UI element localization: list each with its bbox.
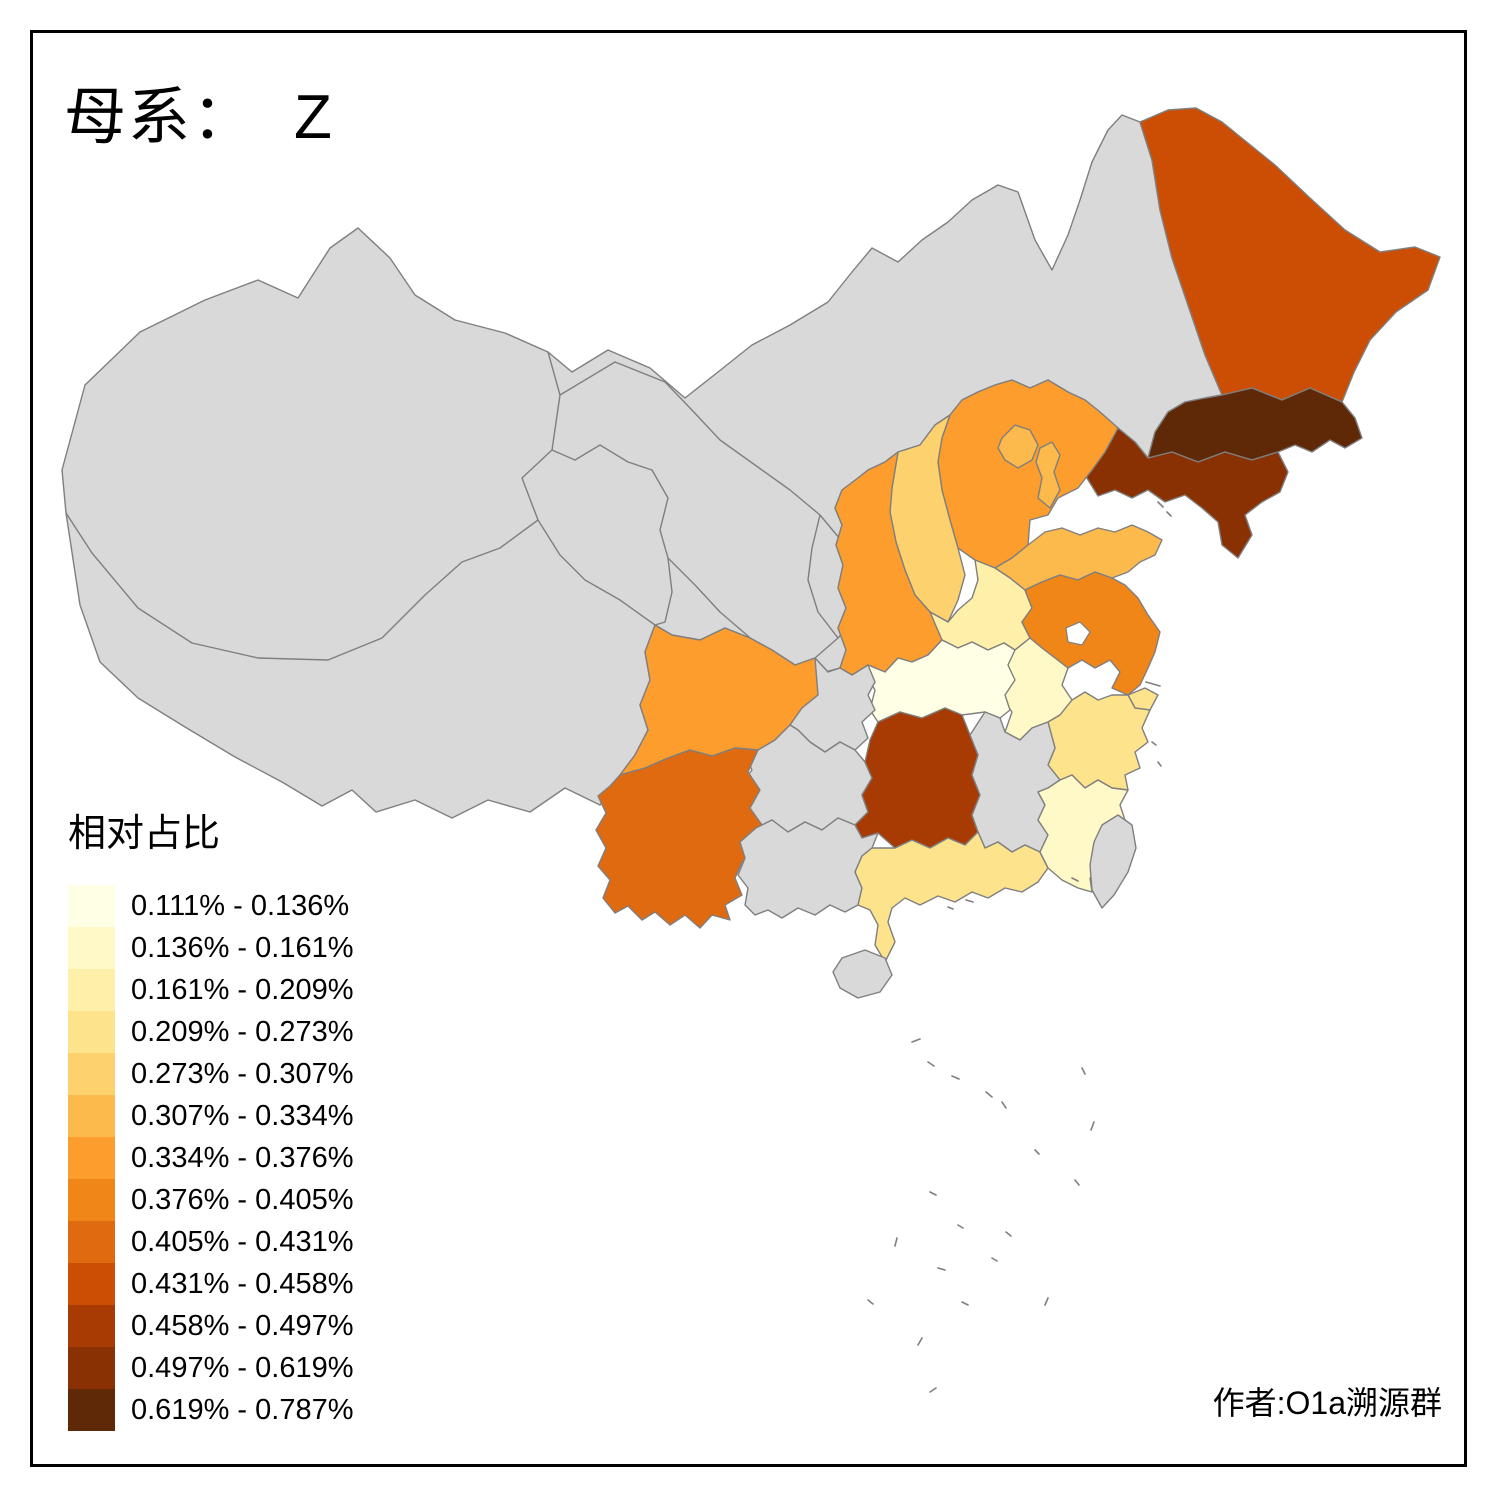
legend-label: 0.619% - 0.787% (131, 1393, 354, 1426)
province-guangxi (737, 817, 879, 919)
province-heilongjiang (1139, 107, 1441, 403)
legend-label: 0.497% - 0.619% (131, 1351, 354, 1384)
province-hunan (854, 707, 981, 849)
legend-label: 0.334% - 0.376% (131, 1141, 354, 1174)
legend-row: 0.273% - 0.307% (68, 1053, 353, 1095)
legend-row: 0.376% - 0.405% (68, 1179, 353, 1221)
legend-swatch (68, 885, 115, 927)
legend-swatch (68, 1389, 115, 1431)
province-yunnan (595, 747, 763, 929)
legend-label: 0.376% - 0.405% (131, 1183, 354, 1216)
legend-rows: 0.111% - 0.136% 0.136% - 0.161% 0.161% - 0… (68, 885, 353, 1431)
author-credit: 作者:O1a溯源群 (1212, 1385, 1442, 1421)
plot-border-frame (30, 30, 1467, 1467)
legend-label: 0.161% - 0.209% (131, 973, 354, 1006)
legend-row: 0.307% - 0.334% (68, 1095, 353, 1137)
lake-hole-jiangsu (1065, 621, 1091, 646)
legend-swatch (68, 1221, 115, 1263)
legend: 相对占比 0.111% - 0.136% 0.136% - 0.161% 0.161… (68, 802, 353, 1431)
legend-label: 0.111% - 0.136% (131, 889, 350, 922)
legend-label: 0.458% - 0.497% (131, 1309, 354, 1342)
legend-row: 0.136% - 0.161% (68, 927, 353, 969)
legend-row: 0.334% - 0.376% (68, 1137, 353, 1179)
legend-row: 0.161% - 0.209% (68, 969, 353, 1011)
legend-label: 0.136% - 0.161% (131, 931, 354, 964)
legend-row: 0.497% - 0.619% (68, 1347, 353, 1389)
province-liaoning (1084, 427, 1289, 559)
legend-swatch (68, 1263, 115, 1305)
legend-row: 0.458% - 0.497% (68, 1305, 353, 1347)
legend-swatch (68, 1053, 115, 1095)
legend-row: 0.405% - 0.431% (68, 1221, 353, 1263)
legend-swatch (68, 1179, 115, 1221)
province-guangdong (854, 831, 1049, 963)
map-title-text: 母系： (64, 84, 257, 152)
legend-swatch (68, 1305, 115, 1347)
map-title: 母系： Z (64, 66, 334, 156)
legend-label: 0.209% - 0.273% (131, 1015, 354, 1048)
legend-title: 相对占比 (68, 813, 221, 855)
legend-swatch (68, 969, 115, 1011)
map-title-haplogroup: Z (294, 83, 334, 152)
province-tianjin (1035, 441, 1061, 509)
legend-swatch (68, 927, 115, 969)
legend-swatch (68, 1347, 115, 1389)
legend-row: 0.111% - 0.136% (68, 885, 353, 927)
legend-label: 0.307% - 0.334% (131, 1099, 354, 1132)
province-jilin (1147, 387, 1363, 463)
legend-swatch (68, 1011, 115, 1053)
legend-label: 0.273% - 0.307% (131, 1057, 354, 1090)
sea-islands-marks (867, 501, 1172, 1393)
legend-row: 0.209% - 0.273% (68, 1011, 353, 1053)
legend-swatch (68, 1137, 115, 1179)
legend-row: 0.619% - 0.787% (68, 1389, 353, 1431)
province-beijing (997, 424, 1039, 469)
legend-label: 0.405% - 0.431% (131, 1225, 354, 1258)
province-taiwan (1089, 814, 1137, 909)
legend-row: 0.431% - 0.458% (68, 1263, 353, 1305)
province-hainan (832, 949, 893, 999)
border-xinjiang-tibet (65, 512, 539, 661)
legend-label: 0.431% - 0.458% (131, 1267, 354, 1300)
legend-swatch (68, 1095, 115, 1137)
border-ningxia (807, 514, 839, 639)
